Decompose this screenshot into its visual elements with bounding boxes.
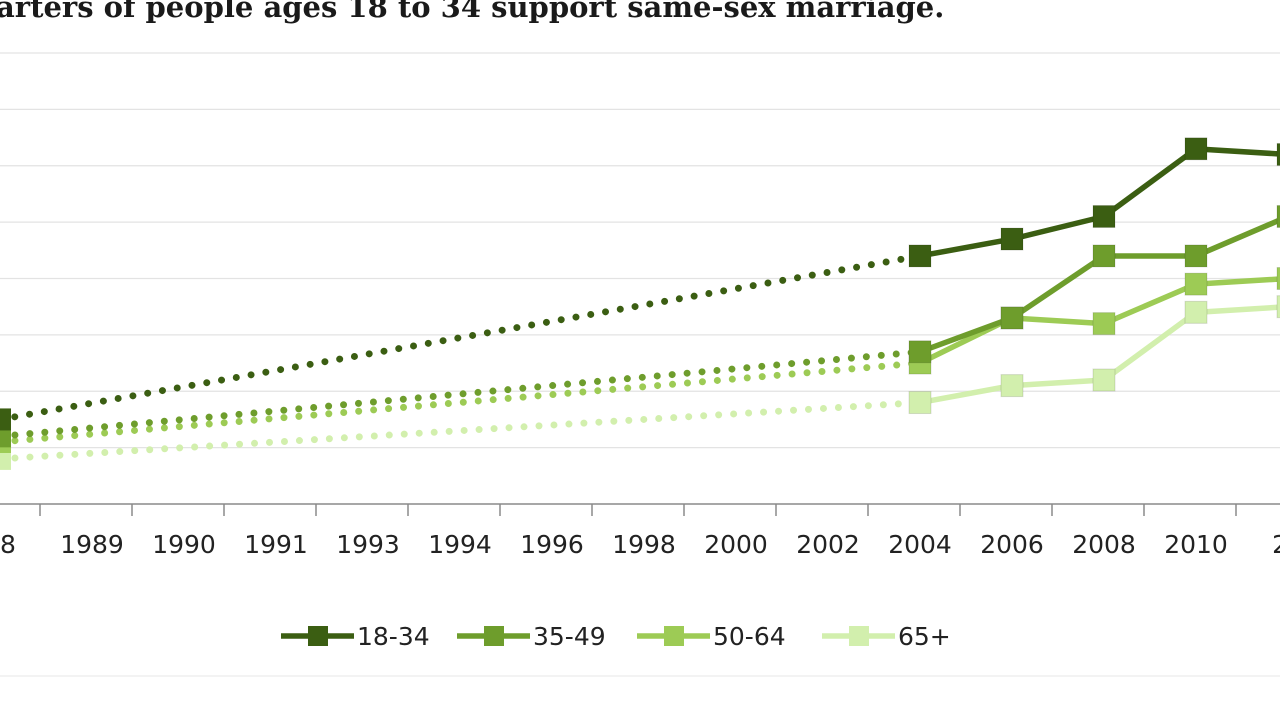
data-point-marker: [1000, 374, 1024, 398]
x-tick-label: 88: [0, 530, 16, 559]
legend-item-65+: 65+: [822, 622, 951, 651]
x-tick-label: 1990: [152, 530, 216, 559]
legend-item-18-34: 18-34: [281, 622, 430, 651]
x-tick-label: 1998: [612, 530, 676, 559]
data-point-marker: [1276, 204, 1280, 228]
x-tick-label: 2000: [704, 530, 768, 559]
data-point-marker: [1276, 295, 1280, 319]
x-tick-label: 1996: [520, 530, 584, 559]
legend-swatch-marker: [484, 626, 504, 646]
data-point-marker: [1276, 267, 1280, 290]
x-tick-label: 1989: [60, 530, 124, 559]
x-tick-label: 2010: [1164, 530, 1228, 559]
series-dotted-trend: [0, 399, 924, 463]
data-point-marker: [1276, 142, 1280, 166]
x-tick-label: 1991: [244, 530, 308, 559]
legend-layer: 18-34 35-49 50-64 65+: [281, 622, 951, 651]
grid-layer: [0, 52, 1280, 677]
x-tick-label: 20: [1272, 530, 1280, 559]
legend-label: 50-64: [713, 622, 786, 651]
series-35-49: [0, 204, 1280, 448]
series-dotted-trend: [0, 252, 924, 423]
x-tick-label: 1993: [336, 530, 400, 559]
legend-item-50-64: 50-64: [637, 622, 786, 651]
data-point-marker: [1092, 312, 1116, 336]
data-point-marker: [908, 244, 932, 268]
data-point-marker: [1092, 204, 1116, 228]
data-point-marker: [1184, 244, 1208, 268]
data-point-marker: [0, 408, 11, 431]
data-point-marker: [908, 391, 932, 415]
data-point-marker: [1000, 227, 1024, 251]
legend-label: 18-34: [357, 622, 430, 651]
data-point-marker: [908, 340, 932, 364]
legend-label: 65+: [898, 622, 951, 651]
legend-label: 35-49: [533, 622, 606, 651]
data-point-marker: [1184, 137, 1208, 161]
legend-swatch-marker: [849, 626, 869, 646]
x-tick-label: 1994: [428, 530, 492, 559]
series-50-64: [0, 267, 1280, 453]
legend-swatch-marker: [308, 626, 328, 646]
x-tick-label: 2006: [980, 530, 1044, 559]
x-tick-label: 2004: [888, 530, 952, 559]
axis-layer: 88 1989 1990 1991 1993 1994 1996 1998 2000 2002 20…: [0, 503, 1280, 559]
data-point-marker: [0, 425, 11, 448]
chart-title: arters of people ages 18 to 34 support s…: [0, 0, 945, 24]
data-point-marker: [1000, 306, 1024, 330]
data-point-marker: [1092, 244, 1116, 268]
legend-swatch-marker: [664, 626, 684, 646]
series-65+: [0, 295, 1280, 470]
data-point-marker: [1092, 368, 1116, 392]
data-point-marker: [1184, 300, 1208, 324]
series-layer: [0, 137, 1280, 470]
data-point-marker: [1184, 272, 1208, 296]
data-point-marker: [0, 447, 11, 470]
x-tick-label: 2002: [796, 530, 860, 559]
series-18-34: [0, 137, 1280, 431]
legend-item-35-49: 35-49: [457, 622, 606, 651]
x-tick-label: 2008: [1072, 530, 1136, 559]
series-line: [919, 146, 1280, 259]
series-dotted-trend: [0, 348, 924, 440]
series-dotted-trend: [0, 359, 924, 446]
